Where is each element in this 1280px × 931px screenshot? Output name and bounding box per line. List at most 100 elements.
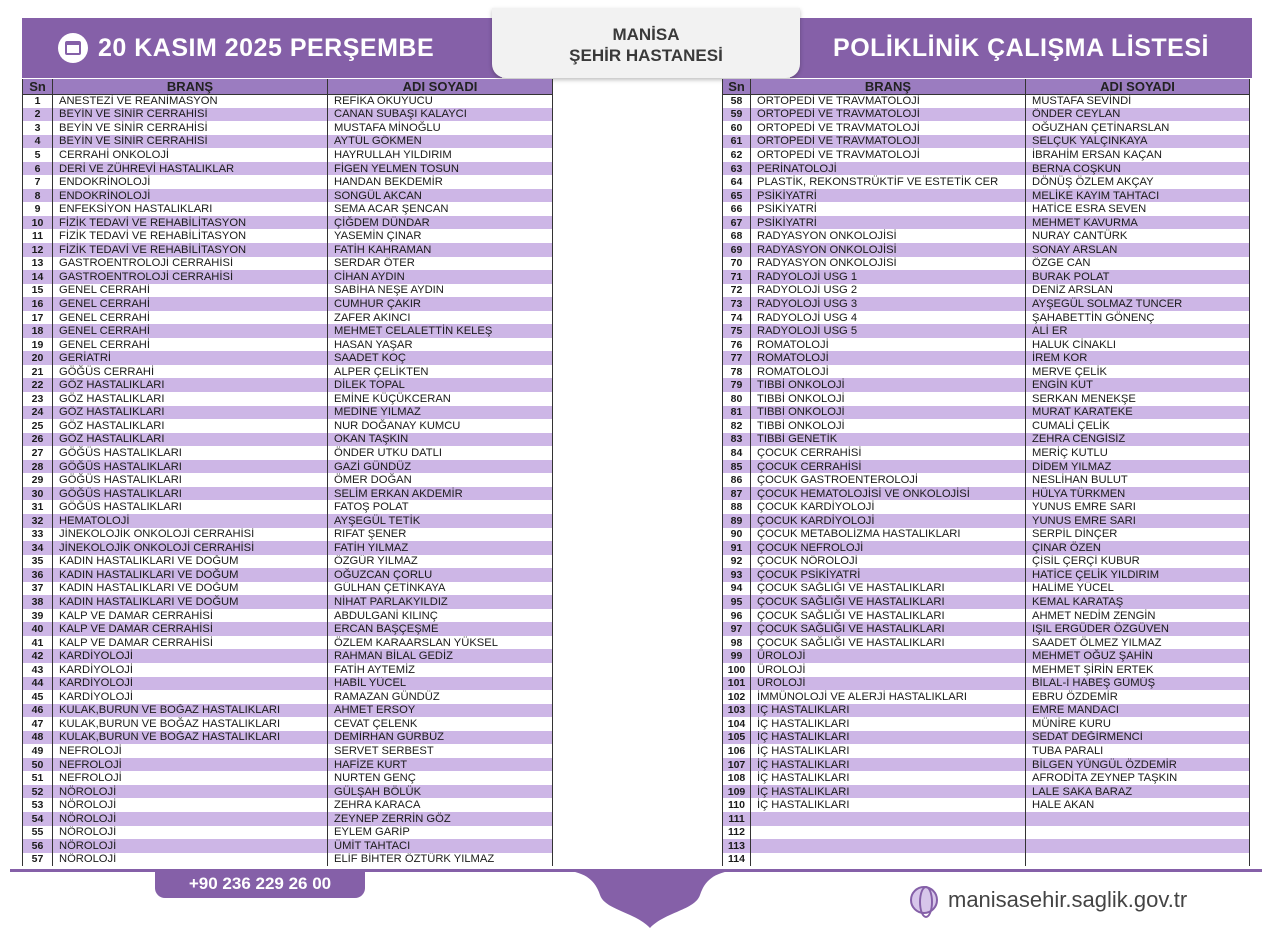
cell-brans: ORTOPEDİ VE TRAVMATOLOJİ (750, 134, 1026, 149)
cell-sn: 1 (22, 94, 53, 108)
table-row: 99 ÜROLOJİ MEHMET OĞUZ ŞAHİN (722, 649, 1250, 663)
cell-sn: 11 (22, 229, 53, 244)
cell-sn: 16 (22, 297, 53, 311)
table-row: 38 KADIN HASTALIKLARI VE DOĞUM NİHAT PARLA… (22, 595, 553, 609)
cell-adi-soyadi: BİLGEN YÜNGÜL ÖZDEMİR (1025, 757, 1250, 772)
table-row: 70 RADYASYON ONKOLOJİSİ ÖZGE CAN (722, 256, 1250, 271)
date-banner: 20 KASIM 2025 PERŞEMBE (22, 18, 502, 78)
cell-brans: ÇOCUK NEFROLOJİ (750, 541, 1026, 555)
table-row: 56 NÖROLOJİ ÜMİT TAHTACI (22, 839, 553, 853)
cell-sn: 65 (722, 188, 751, 203)
cell-adi-soyadi: MERİÇ KUTLU (1025, 446, 1250, 460)
cell-brans: GÖZ HASTALIKLARI (52, 392, 328, 406)
cell-brans: DERİ VE ZÜHREVİ HASTALIKLAR (52, 161, 328, 176)
cell-sn: 77 (722, 351, 751, 365)
cell-brans: GÖĞÜS HASTALIKLARI (52, 473, 328, 487)
cell-sn: 26 (22, 432, 53, 447)
cell-sn: 87 (722, 486, 751, 501)
cell-sn: 81 (722, 405, 751, 420)
table-row: 49 NEFROLOJİ SERVET SERBEST (22, 744, 553, 758)
cell-sn: 22 (22, 378, 53, 393)
table-row: 25 GÖZ HASTALIKLARI NUR DOĞANAY KUMCU (22, 419, 553, 433)
cell-adi-soyadi: ÖNDER CEYLAN (1025, 107, 1250, 122)
cell-brans: ÇOCUK NÖROLOJİ (750, 554, 1026, 569)
cell-sn: 69 (722, 243, 751, 257)
cell-sn: 28 (22, 459, 53, 474)
page-title: POLİKLİNİK ÇALIŞMA LİSTESİ (833, 33, 1209, 62)
cell-adi-soyadi (1025, 839, 1250, 853)
cell-adi-soyadi: ÖZGE CAN (1025, 256, 1250, 271)
cell-brans: TIBBİ ONKOLOJİ (750, 392, 1026, 406)
cell-brans: KALP VE DAMAR CERRAHİSİ (52, 622, 328, 636)
cell-adi-soyadi: ERCAN BAŞÇEŞME (327, 622, 553, 636)
cell-sn: 71 (722, 270, 751, 284)
cell-adi-soyadi: NURAY CANTÜRK (1025, 229, 1250, 244)
table-row: 103 İÇ HASTALIKLARI EMRE MANDACI (722, 703, 1250, 718)
cell-sn: 36 (22, 568, 53, 582)
table-row: 34 JİNEKOLOJİK ONKOLOJİ CERRAHİSİ FATİH YI… (22, 541, 553, 555)
cell-adi-soyadi: HABİL YÜCEL (327, 676, 553, 691)
cell-brans: GENEL CERRAHİ (52, 337, 328, 352)
cell-sn: 47 (22, 717, 53, 731)
cell-sn: 109 (722, 784, 751, 799)
left-schedule-table: Sn BRANŞ ADI SOYADI 1 ANESTEZİ VE REANİMA… (22, 79, 553, 867)
cell-adi-soyadi: HANDAN BEKDEMİR (327, 175, 553, 189)
cell-adi-soyadi: ÜMİT TAHTACI (327, 839, 553, 853)
cell-sn: 99 (722, 649, 751, 663)
table-row: 86 ÇOCUK GASTROENTEROLOJİ NESLİHAN BULUT (722, 473, 1250, 487)
cell-sn: 33 (22, 527, 53, 542)
cell-sn: 39 (22, 608, 53, 623)
hospital-name-line2: ŞEHİR HASTANESİ (569, 46, 723, 65)
cell-sn: 112 (722, 825, 751, 840)
website-url[interactable]: manisasehir.saglik.gov.tr (948, 887, 1188, 912)
cell-adi-soyadi: GÜLŞAH BÖLÜK (327, 784, 553, 799)
cell-brans: ÇOCUK METABOLİZMA HASTALIKLARI (750, 527, 1026, 542)
table-row: 33 JİNEKOLOJİK ONKOLOJİ CERRAHİSİ RIFAT ŞE… (22, 527, 553, 542)
cell-sn: 105 (722, 730, 751, 745)
cell-adi-soyadi: HATİCE ESRA SEVEN (1025, 202, 1250, 216)
table-row: 19 GENEL CERRAHİ HASAN YAŞAR (22, 337, 553, 352)
table-row: 61 ORTOPEDİ VE TRAVMATOLOJİ SELÇUK YALÇINK… (722, 134, 1250, 149)
cell-adi-soyadi: REFİKA OKUYUCU (327, 94, 553, 108)
cell-brans (750, 811, 1026, 826)
cell-sn: 17 (22, 310, 53, 325)
table-row: 108 İÇ HASTALIKLARI AFRODİTA ZEYNEP TAŞKIN (722, 771, 1250, 785)
cell-adi-soyadi: SONAY ARSLAN (1025, 243, 1250, 257)
cell-adi-soyadi: ÇİSİL ÇERÇİ KUBUR (1025, 554, 1250, 569)
table-row: 76 ROMATOLOJİ HALUK CİNAKLI (722, 337, 1250, 352)
cell-brans: KARDİYOLOJİ (52, 676, 328, 691)
table-row: 88 ÇOCUK KARDİYOLOJİ YUNUS EMRE SARI (722, 500, 1250, 514)
cell-adi-soyadi: AYŞEGÜL TETİK (327, 513, 553, 528)
cell-sn: 14 (22, 270, 53, 284)
table-row: 12 FİZİK TEDAVİ VE REHABİLİTASYON FATİH KA… (22, 243, 553, 257)
table-row: 83 TIBBİ GENETİK ZEHRA CENGİSİZ (722, 432, 1250, 447)
cell-sn: 34 (22, 541, 53, 555)
table-row: 92 ÇOCUK NÖROLOJİ ÇİSİL ÇERÇİ KUBUR (722, 554, 1250, 569)
table-row: 113 (722, 839, 1250, 853)
cell-sn: 51 (22, 771, 53, 785)
cell-sn: 64 (722, 175, 751, 189)
cell-brans (750, 852, 1026, 867)
cell-sn: 96 (722, 608, 751, 623)
cell-adi-soyadi: DİDEM YILMAZ (1025, 459, 1250, 474)
table-row: 72 RADYOLOJİ USG 2 DENİZ ARSLAN (722, 283, 1250, 298)
cell-adi-soyadi: MUSTAFA SEVİNDİ (1025, 94, 1250, 108)
cell-brans: GÖĞÜS HASTALIKLARI (52, 500, 328, 514)
title-banner: POLİKLİNİK ÇALIŞMA LİSTESİ (790, 18, 1252, 78)
cell-adi-soyadi: RAMAZAN GÜNDÜZ (327, 690, 553, 704)
cell-brans: GÖZ HASTALIKLARI (52, 378, 328, 393)
cell-brans: ROMATOLOJİ (750, 337, 1026, 352)
cell-brans: TIBBİ GENETİK (750, 432, 1026, 447)
table-row: 41 KALP VE DAMAR CERRAHİSİ ÖZLEM KARAARSLA… (22, 635, 553, 650)
cell-brans: İÇ HASTALIKLARI (750, 771, 1026, 785)
cell-brans: NÖROLOJİ (52, 839, 328, 853)
cell-adi-soyadi: SERPİL DİNÇER (1025, 527, 1250, 542)
website[interactable]: manisasehir.saglik.gov.tr (910, 886, 1188, 918)
cell-brans: KALP VE DAMAR CERRAHİSİ (52, 635, 328, 650)
cell-brans: KALP VE DAMAR CERRAHİSİ (52, 608, 328, 623)
table-row: 73 RADYOLOJİ USG 3 AYŞEGÜL SOLMAZ TUNCER (722, 297, 1250, 311)
cell-brans: ÇOCUK SAĞLIĞI VE HASTALIKLARI (750, 581, 1026, 596)
cell-brans: GENEL CERRAHİ (52, 310, 328, 325)
table-row: 77 ROMATOLOJİ İREM KOR (722, 351, 1250, 365)
cell-sn: 93 (722, 568, 751, 582)
